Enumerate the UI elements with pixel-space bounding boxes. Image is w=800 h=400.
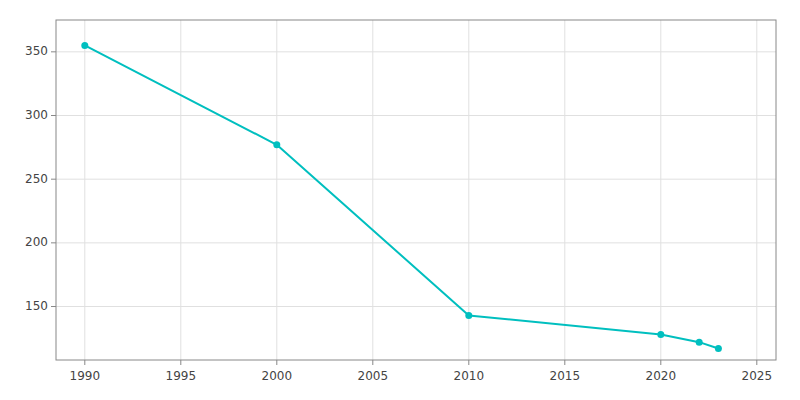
point — [465, 312, 472, 319]
y-grid-line — [56, 51, 776, 52]
y-tick-label: 200 — [25, 235, 48, 249]
x-tick-label: 2015 — [550, 369, 581, 383]
x-grid-line — [468, 20, 469, 360]
chart-container: 150 200 250 300 350 1990 1995 2000 2005 2010 2015 2… — [0, 0, 800, 400]
x-tick — [276, 360, 277, 365]
point — [696, 339, 703, 346]
y-tick — [51, 115, 56, 116]
y-tick-label: 350 — [25, 44, 48, 58]
x-tick-label: 2025 — [742, 369, 773, 383]
x-tick — [468, 360, 469, 365]
y-grid-line — [56, 115, 776, 116]
y-grid-line — [56, 179, 776, 180]
series — [81, 42, 722, 352]
chart-svg: 150 200 250 300 350 1990 1995 2000 2005 2010 2015 2… — [0, 0, 800, 400]
y-tick — [51, 51, 56, 52]
y-tick-label: 150 — [25, 299, 48, 313]
y-tick-label: 300 — [25, 108, 48, 122]
x-tick — [564, 360, 565, 365]
x-grid-line — [372, 20, 373, 360]
x-grid-line — [660, 20, 661, 360]
x-tick — [660, 360, 661, 365]
x-tick-label: 1990 — [70, 369, 101, 383]
y-grid-line — [56, 306, 776, 307]
y-tick — [51, 306, 56, 307]
x-tick-label: 2000 — [262, 369, 293, 383]
x-tick — [372, 360, 373, 365]
x-tick — [180, 360, 181, 365]
x-grid-line — [84, 20, 85, 360]
x-grid-line — [564, 20, 565, 360]
y-grid-line — [56, 242, 776, 243]
point — [657, 331, 664, 338]
grid — [56, 20, 776, 360]
point — [715, 345, 722, 352]
x-tick-label: 2010 — [454, 369, 485, 383]
point — [273, 141, 280, 148]
point — [81, 42, 88, 49]
x-tick-label: 1995 — [166, 369, 197, 383]
plot-frame — [56, 20, 776, 360]
x-tick — [84, 360, 85, 365]
x-tick-label: 2020 — [646, 369, 677, 383]
x-grid-line — [276, 20, 277, 360]
axes: 150 200 250 300 350 1990 1995 2000 2005 2010 2015 2… — [25, 20, 776, 383]
y-tick — [51, 242, 56, 243]
x-grid-line — [756, 20, 757, 360]
x-grid-line — [180, 20, 181, 360]
y-tick — [51, 179, 56, 180]
line — [85, 45, 719, 348]
x-tick — [756, 360, 757, 365]
y-tick-label: 250 — [25, 172, 48, 186]
x-tick-label: 2005 — [358, 369, 389, 383]
